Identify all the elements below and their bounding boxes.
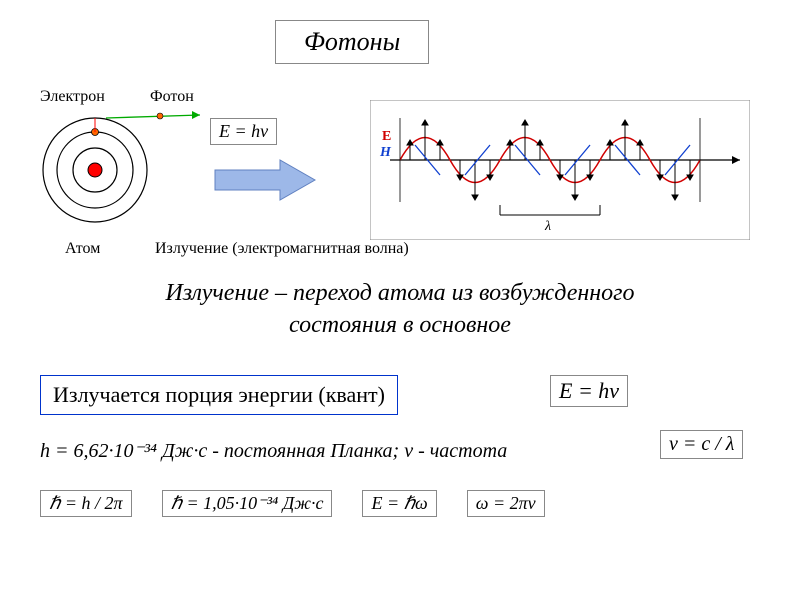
definition-line2: состояния в основное xyxy=(0,312,800,339)
em-wave-diagram: λ E H xyxy=(370,100,750,240)
definition-line1: Излучение – переход атома из возбужденно… xyxy=(0,280,800,307)
lambda-label: λ xyxy=(544,219,551,234)
formula-energy-top: E = hν xyxy=(210,118,277,145)
planck-text: h = 6,62·10⁻³⁴ Дж·с - постоянная Планка;… xyxy=(40,438,507,463)
formula-row: ℏ = h / 2π ℏ = 1,05·10⁻³⁴ Дж·с E = ℏω ω … xyxy=(40,490,545,517)
arrow-icon xyxy=(210,155,320,205)
formula-hbar-def: ℏ = h / 2π xyxy=(40,490,132,517)
atom-label: Атом xyxy=(65,240,100,258)
formula-energy-right: E = hν xyxy=(550,375,628,407)
formula-omega: ω = 2πν xyxy=(467,490,545,517)
h-field-label: H xyxy=(379,145,392,160)
formula-hbar-val: ℏ = 1,05·10⁻³⁴ Дж·с xyxy=(162,490,333,517)
formula-freq: ν = c / λ xyxy=(660,430,743,459)
emission-label: Излучение (электромагнитная волна) xyxy=(155,240,409,258)
page-title: Фотоны xyxy=(275,20,429,64)
e-field-label: E xyxy=(382,129,391,144)
quantum-box: Излучается порция энергии (квант) xyxy=(40,375,398,415)
formula-energy-hbar: E = ℏω xyxy=(362,490,436,517)
